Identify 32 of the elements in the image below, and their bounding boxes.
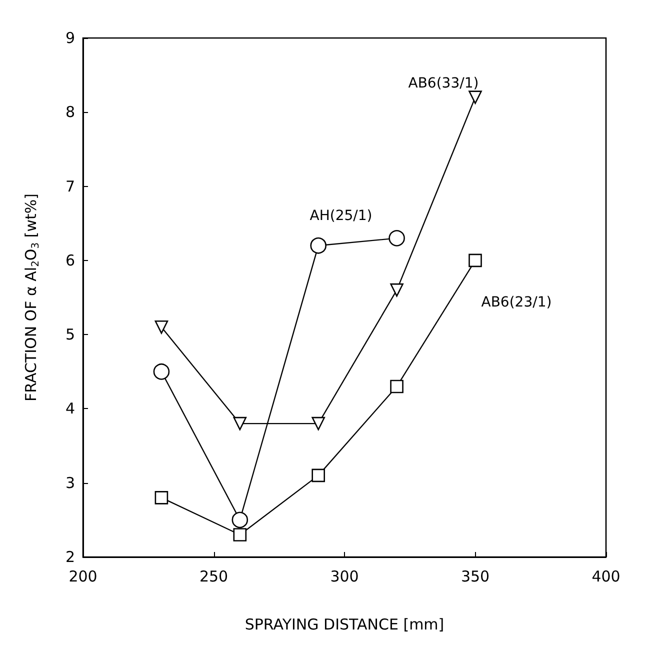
point	[233, 416, 247, 430]
y-tick-label: 2	[65, 548, 75, 566]
y-tick-label: 5	[65, 326, 75, 344]
y-axis-title: FRACTION OF α Al2O3 [wt%]	[22, 194, 42, 402]
y-tick-label: 3	[65, 474, 75, 492]
y-tick-label: 4	[65, 400, 75, 418]
point	[468, 254, 482, 268]
point	[232, 512, 248, 528]
y-tick-label: 9	[65, 29, 75, 47]
point	[390, 380, 404, 394]
point	[312, 468, 325, 482]
x-tick-label: 300	[330, 568, 359, 586]
point	[390, 283, 404, 297]
x-tick-label: 400	[592, 568, 620, 586]
x-tick-label: 350	[460, 568, 490, 586]
point	[233, 528, 247, 542]
point	[154, 491, 168, 504]
x-tick-label: 250	[199, 568, 228, 586]
series-label: AB6(33/1)	[408, 75, 479, 92]
y-tick-label: 6	[65, 251, 75, 270]
point	[310, 237, 326, 254]
y-tick-label: 7	[65, 177, 75, 196]
x-tick-label: 200	[68, 568, 98, 586]
point	[468, 90, 482, 104]
point	[312, 416, 325, 430]
series-label: AB6(23/1)	[481, 294, 552, 310]
series-label: AH(25/1)	[310, 208, 372, 224]
point	[153, 363, 170, 380]
point	[388, 230, 405, 246]
y-tick-label: 8	[65, 103, 75, 122]
x-axis-title: SPRAYING DISTANCE [mm]	[244, 616, 444, 634]
point	[154, 320, 168, 334]
